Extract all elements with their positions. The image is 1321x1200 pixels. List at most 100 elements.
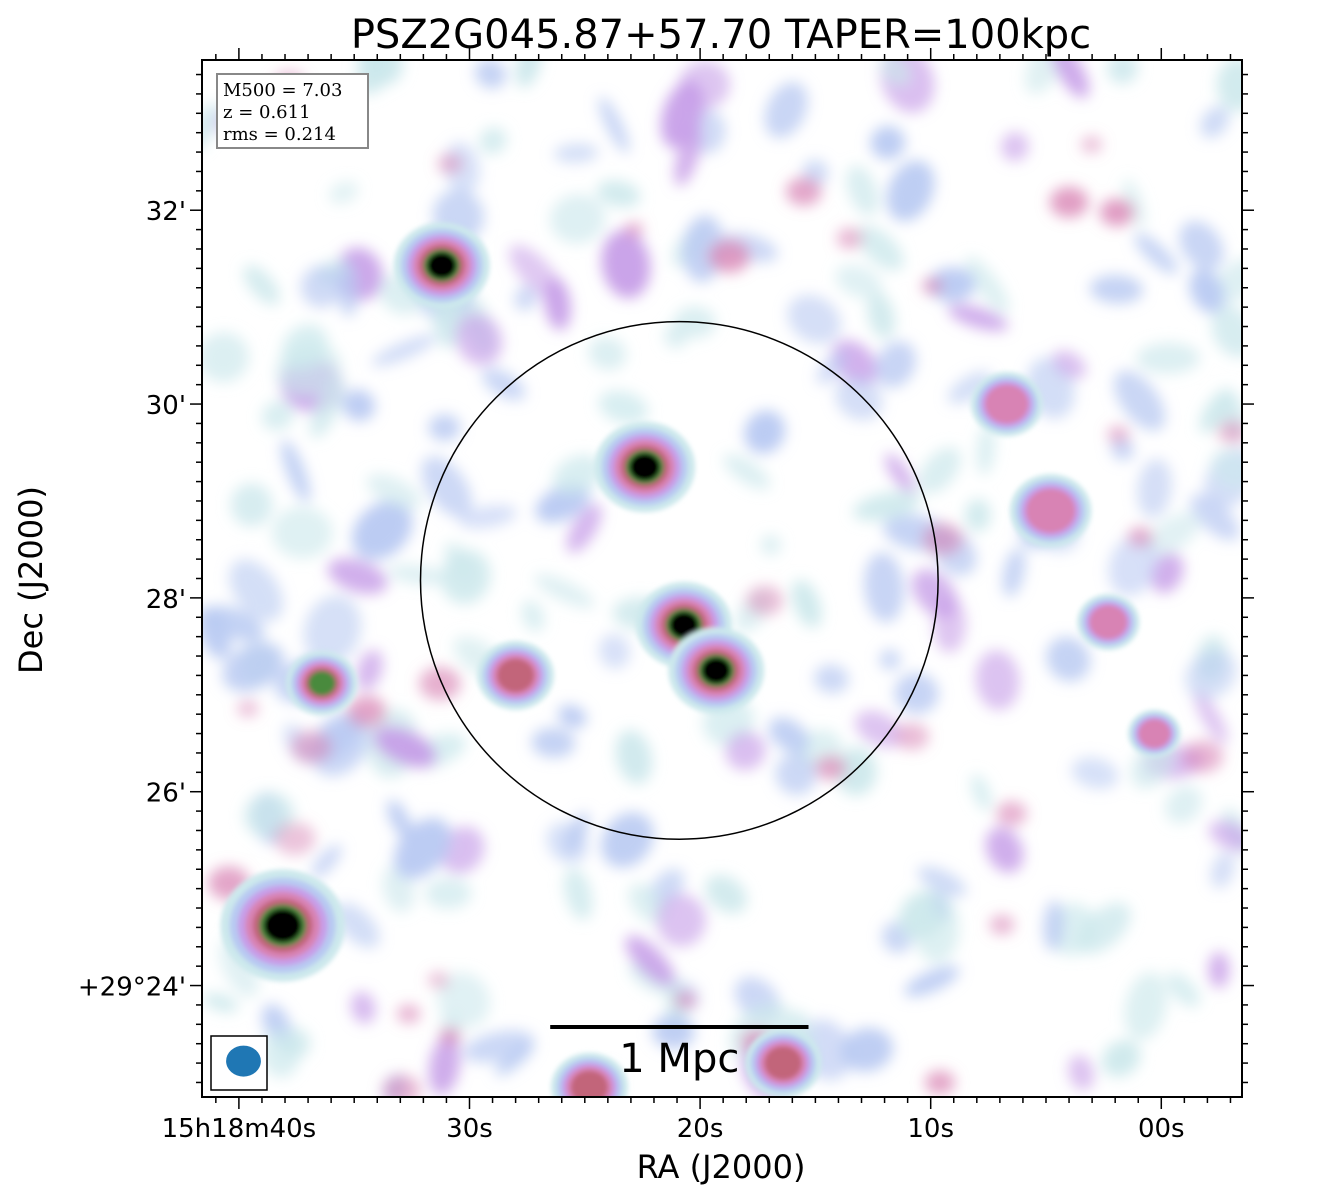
x-axis-tick-labels: 15h18m40s 30s 20s 10s 00s	[162, 1114, 1185, 1144]
noise-blob	[656, 893, 707, 947]
noise-blob	[311, 844, 342, 879]
noise-blob-bright	[397, 1004, 421, 1024]
noise-blob	[352, 500, 413, 561]
noise-blob	[879, 649, 901, 671]
noise-blob	[1179, 220, 1224, 271]
noise-blob	[854, 710, 903, 748]
noise-blob-bright	[989, 914, 1015, 935]
noise-blob	[553, 143, 599, 163]
noise-blob	[674, 125, 702, 187]
noise-blob	[243, 265, 280, 305]
noise-blob	[1166, 972, 1201, 1008]
noise-blob	[458, 505, 517, 529]
noise-blob	[203, 993, 239, 1013]
noise-blob	[387, 564, 450, 585]
x-axis-ticks	[215, 48, 1232, 1109]
noise-blob	[705, 874, 747, 914]
noise-blob	[356, 649, 383, 691]
noise-blob	[260, 1029, 300, 1078]
noise-blob-bright	[1127, 526, 1154, 547]
noise-blob	[947, 304, 1009, 332]
noise-blob	[1000, 131, 1029, 162]
noise-blob	[222, 642, 285, 692]
beam-box	[210, 1035, 268, 1091]
noise-blob	[1101, 1040, 1141, 1077]
noise-blob	[864, 552, 905, 623]
noise-blob	[1193, 690, 1228, 744]
compact-source	[1026, 488, 1076, 533]
noise-blob	[768, 717, 810, 754]
noise-blob	[534, 574, 595, 609]
noise-blob	[1137, 458, 1173, 519]
noise-blob	[975, 650, 1020, 711]
noise-blob-bright	[1182, 740, 1224, 773]
y-axis-tick-labels: 32' 30' 28' 26' +29°24'	[78, 197, 186, 1002]
noise-blob-bright	[382, 1074, 421, 1097]
x-axis-label: RA (J2000)	[637, 1148, 806, 1186]
noise-blob	[976, 424, 996, 475]
noise-blob-bright	[746, 585, 784, 616]
noise-blob	[1068, 1054, 1095, 1091]
noise-blob	[588, 336, 627, 371]
noise-blob	[1002, 548, 1026, 597]
compact-source	[308, 670, 336, 696]
beam-ellipse	[226, 1045, 261, 1077]
noise-blob	[329, 181, 359, 204]
noise-blob	[775, 753, 817, 796]
noise-blob	[1025, 60, 1069, 94]
noise-blob	[840, 1027, 894, 1072]
noise-blob	[894, 672, 939, 714]
noise-blob	[515, 60, 542, 88]
noise-blob	[853, 491, 921, 521]
noise-blob	[598, 96, 630, 154]
noise-blob	[202, 332, 249, 383]
noise-blob	[1216, 60, 1242, 112]
noise-blob	[444, 542, 475, 584]
scale-bar-label: 1 Mpc	[619, 1036, 739, 1082]
noise-blob	[387, 799, 413, 840]
noise-blob	[764, 82, 808, 138]
noise-blob	[598, 633, 631, 669]
noise-blob	[1211, 305, 1242, 358]
noise-blob	[985, 826, 1024, 873]
noise-blob-bright	[674, 991, 697, 1009]
noise-blob	[531, 727, 576, 758]
noise-blob	[425, 877, 472, 909]
noise-blob	[1110, 437, 1134, 461]
noise-blob	[1208, 951, 1230, 989]
noise-blob	[437, 972, 491, 1028]
y-tick-label: 26'	[146, 779, 186, 809]
noise-blob	[1108, 534, 1158, 597]
noise-blob	[971, 774, 992, 811]
noise-blob	[834, 376, 883, 421]
noise-blob-bright	[1080, 136, 1103, 154]
noise-blob-bright	[708, 239, 750, 273]
noise-blob	[918, 447, 961, 494]
noise-blob	[1089, 274, 1144, 304]
noise-blob-bright	[347, 695, 387, 728]
noise-blob	[1150, 552, 1184, 594]
noise-blob	[463, 1030, 534, 1063]
noise-blob	[964, 498, 991, 532]
noise-blob	[911, 569, 958, 618]
noise-blob	[601, 230, 651, 299]
noise-blob	[947, 371, 992, 404]
noise-blob	[479, 127, 507, 155]
noise-blob	[1046, 636, 1091, 682]
noise-blob	[281, 324, 328, 372]
noise-blob-bright	[836, 227, 864, 250]
noise-blob-bright	[785, 177, 822, 206]
noise-blob	[303, 595, 362, 665]
y-axis-label: Dec (J2000)	[12, 486, 50, 674]
x-tick-label: 20s	[677, 1114, 724, 1144]
noise-blob	[481, 368, 526, 401]
x-tick-label: 15h18m40s	[162, 1114, 317, 1144]
noise-blob	[904, 965, 960, 997]
noise-blob	[1136, 342, 1200, 374]
noise-blob	[651, 1014, 695, 1049]
noise-blob	[879, 60, 911, 86]
chart-title: PSZ2G045.87+57.70 TAPER=100kpc	[351, 12, 1091, 58]
noise-blob	[271, 506, 333, 559]
noise-blob-bright	[815, 755, 847, 781]
noise-blob	[310, 375, 345, 438]
